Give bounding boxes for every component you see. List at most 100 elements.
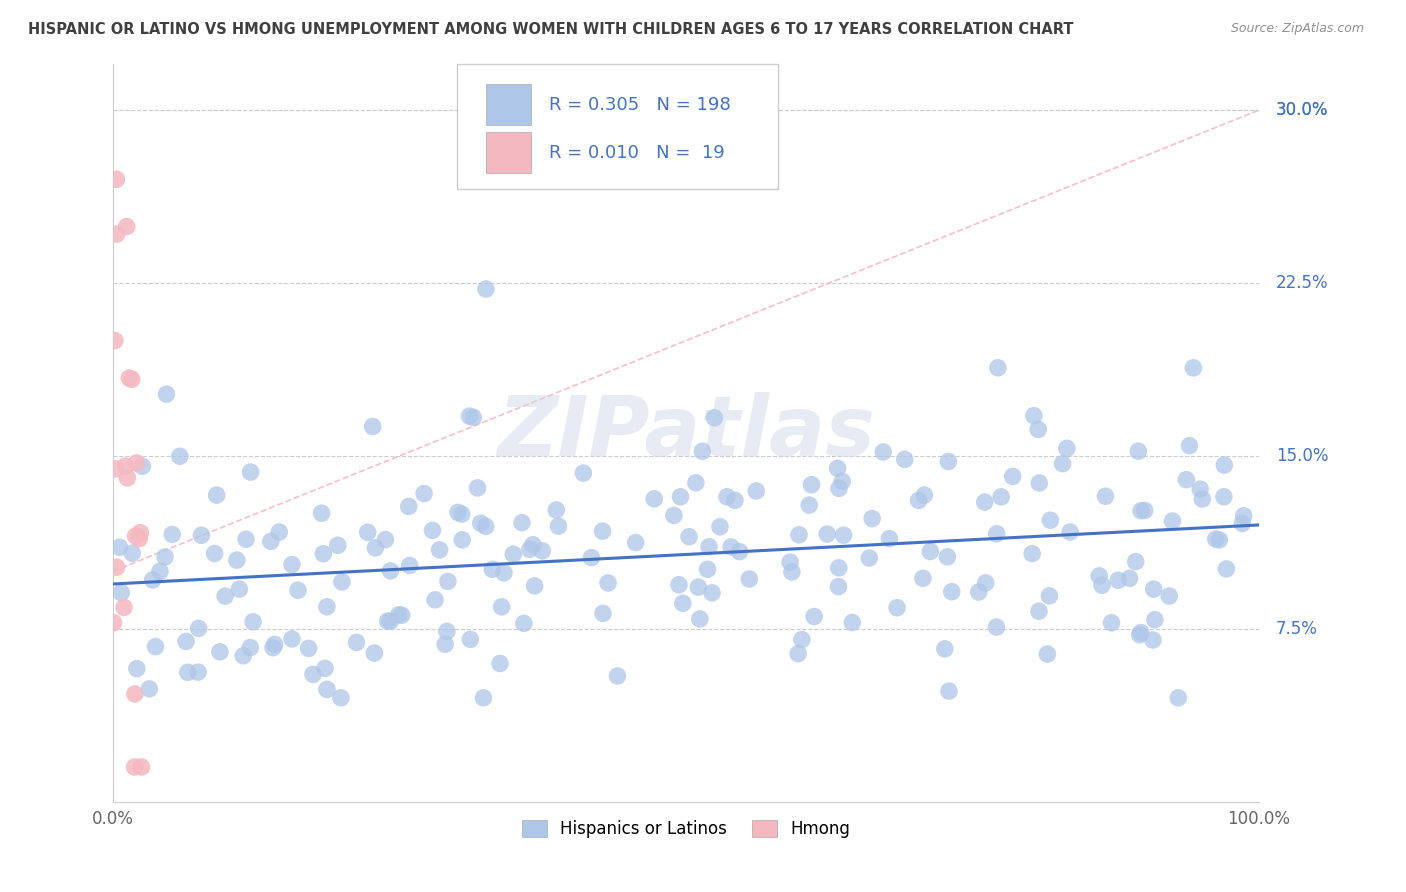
Point <box>138 681 160 696</box>
Point <box>1233 508 1256 523</box>
Point <box>1101 615 1123 630</box>
FancyBboxPatch shape <box>457 64 778 189</box>
Point <box>911 571 934 585</box>
Point <box>346 635 368 649</box>
Point <box>208 645 231 659</box>
Point <box>104 462 127 476</box>
Point <box>104 334 127 348</box>
Point <box>413 486 436 500</box>
Text: R = 0.305   N = 198: R = 0.305 N = 198 <box>548 95 730 113</box>
Point <box>624 535 647 549</box>
Point <box>115 219 138 234</box>
Point <box>388 607 411 622</box>
Point <box>1001 469 1024 483</box>
Bar <box>485 85 531 125</box>
Point <box>187 621 209 635</box>
Point <box>316 682 339 697</box>
Bar <box>485 132 531 173</box>
Point <box>745 483 768 498</box>
Point <box>1215 562 1237 576</box>
Point <box>799 498 821 512</box>
Point <box>1167 690 1189 705</box>
Point <box>374 533 396 547</box>
Point <box>153 549 176 564</box>
Point <box>105 560 128 574</box>
Point <box>1038 589 1060 603</box>
Point <box>363 646 385 660</box>
Point <box>190 528 212 542</box>
Point <box>728 544 751 558</box>
Point <box>547 519 569 533</box>
Point <box>434 637 457 651</box>
Point <box>907 493 929 508</box>
Point <box>124 687 146 701</box>
Point <box>1129 625 1152 640</box>
Point <box>235 533 257 547</box>
Point <box>1191 491 1213 506</box>
Point <box>129 525 152 540</box>
Point <box>738 572 761 586</box>
Point <box>142 573 165 587</box>
Point <box>1052 457 1074 471</box>
Point <box>1021 547 1043 561</box>
Point <box>112 600 135 615</box>
Point <box>643 491 665 506</box>
Point <box>125 662 148 676</box>
Point <box>214 589 236 603</box>
Text: 22.5%: 22.5% <box>1275 274 1329 292</box>
Point <box>232 648 254 663</box>
Point <box>1028 604 1050 618</box>
Point <box>103 615 125 630</box>
Point <box>149 564 172 578</box>
Point <box>460 632 482 647</box>
Point <box>596 576 619 591</box>
Point <box>523 579 546 593</box>
Point <box>312 547 335 561</box>
Point <box>879 532 901 546</box>
Point <box>513 616 536 631</box>
Point <box>481 562 503 576</box>
Point <box>1128 444 1150 458</box>
Point <box>987 360 1010 375</box>
Point <box>828 561 851 575</box>
Point <box>398 558 420 573</box>
Point <box>662 508 685 523</box>
Point <box>177 665 200 680</box>
Point <box>263 637 285 651</box>
Point <box>121 546 143 560</box>
Point <box>1088 569 1111 583</box>
Point <box>831 475 853 489</box>
Point <box>531 544 554 558</box>
Point <box>1178 439 1201 453</box>
Point <box>1059 524 1081 539</box>
Point <box>1213 458 1236 472</box>
Point <box>815 527 838 541</box>
Point <box>860 511 883 525</box>
Point <box>458 409 481 424</box>
Point <box>491 599 513 614</box>
Point <box>145 640 167 654</box>
Point <box>1022 409 1045 423</box>
Point <box>451 533 474 547</box>
Point <box>1129 628 1152 642</box>
Point <box>475 282 498 296</box>
Point <box>941 584 963 599</box>
Point <box>187 665 209 679</box>
Point <box>463 410 485 425</box>
Point <box>1107 574 1129 588</box>
Point <box>204 547 226 561</box>
Point <box>519 542 541 557</box>
Point <box>269 524 291 539</box>
Point <box>1094 489 1116 503</box>
Point <box>546 503 568 517</box>
Point <box>377 614 399 628</box>
Point <box>502 547 524 561</box>
Point <box>436 624 458 639</box>
Point <box>228 582 250 596</box>
Point <box>920 544 942 558</box>
Point <box>692 444 714 458</box>
Text: HISPANIC OR LATINO VS HMONG UNEMPLOYMENT AMONG WOMEN WITH CHILDREN AGES 6 TO 17 : HISPANIC OR LATINO VS HMONG UNEMPLOYMENT… <box>28 22 1074 37</box>
Point <box>117 471 139 485</box>
Point <box>1125 555 1147 569</box>
Point <box>581 550 603 565</box>
